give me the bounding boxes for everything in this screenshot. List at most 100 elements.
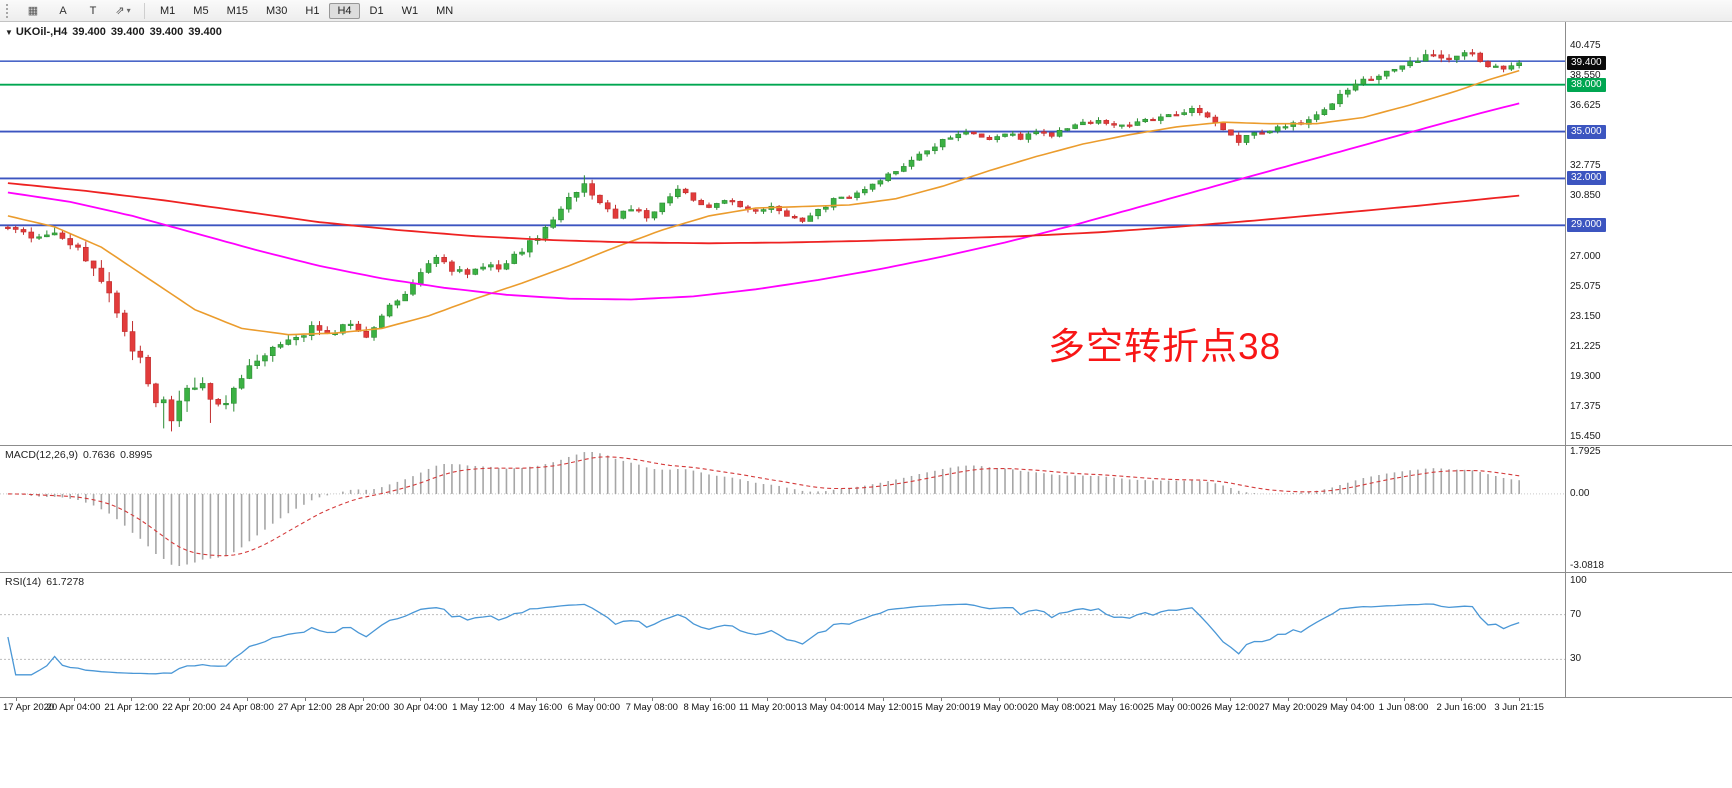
price-axis[interactable]: 40.47538.55036.62534.70032.77530.85028.9… <box>1565 22 1731 445</box>
candle-up <box>1134 121 1141 126</box>
candle-up <box>1352 83 1359 91</box>
panel-separator[interactable] <box>0 445 1732 446</box>
candle-up <box>402 293 408 302</box>
timeframe-m15-button[interactable]: M15 <box>226 4 248 17</box>
time-tick <box>1114 698 1116 701</box>
drawing-tools-button[interactable]: ⇗ ▾ <box>109 1 137 21</box>
price-tick-label: 15.450 <box>1570 431 1601 442</box>
candle-down <box>495 264 502 270</box>
candle-down <box>682 188 689 194</box>
timeframe-h4-button[interactable]: H4 <box>329 2 360 19</box>
macd-value-signal: 0.8995 <box>120 449 153 461</box>
candle-up <box>1415 60 1421 63</box>
candle-down <box>1368 78 1374 81</box>
macd-axis: 1.7925 0.00 -3.0818 <box>1565 446 1731 572</box>
timeframe-h1-button[interactable]: H1 <box>305 4 320 17</box>
macd-chart[interactable] <box>0 446 1565 572</box>
candle-up <box>425 263 432 273</box>
macd-title: MACD(12,26,9) <box>5 449 78 461</box>
time-label: 20 May 08:00 <box>1027 702 1086 713</box>
candle-down <box>5 226 11 229</box>
price-tick-label: 27.000 <box>1570 250 1601 262</box>
timeframe-w1-button[interactable]: W1 <box>401 4 419 17</box>
candle-down <box>698 200 705 206</box>
candle-down <box>114 292 120 314</box>
price-chart-panel[interactable]: ▼ UKOil-,H4 39.400 39.400 39.400 39.400 多空转折点… <box>0 22 1732 445</box>
time-tick <box>189 698 191 701</box>
time-label: 3 Jun 21:15 <box>1494 702 1544 713</box>
candle-up <box>1282 126 1289 129</box>
candle-down <box>441 257 447 263</box>
candle-up <box>620 210 627 219</box>
candle-down <box>1235 134 1242 143</box>
chevron-down-icon: ▾ <box>126 6 131 15</box>
candle-down <box>791 216 798 219</box>
candle-down <box>1111 123 1117 126</box>
candle-up <box>1376 75 1382 80</box>
macd-panel[interactable]: MACD(12,26,9) 0.7636 0.8995 1.7925 0.00 -3.0… <box>0 446 1732 572</box>
rsi-chart[interactable] <box>0 573 1565 697</box>
candle-down <box>59 232 66 239</box>
toolbar: ▦ A T ⇗ ▾ M1 M5 M15 M30 H1 H4 D1 W1 MN <box>0 0 1732 22</box>
price-tick-label: 36.625 <box>1570 100 1601 112</box>
ma-mid-magenta-line <box>7 102 1520 301</box>
rsi-scale-label: 100 <box>1570 575 1587 586</box>
candle-down <box>597 194 603 204</box>
candle-up <box>1165 114 1172 118</box>
chart-close: 39.400 <box>188 26 222 38</box>
timeframe-m30-button[interactable]: M30 <box>265 4 288 17</box>
candle-up <box>869 183 876 190</box>
time-axis[interactable]: 17 Apr 2020 20 Apr 04:00 21 Apr 12:00 22 Ap… <box>0 698 1732 715</box>
chart-open: 39.400 <box>72 26 106 38</box>
candle-up <box>1025 133 1032 140</box>
candle-up <box>246 365 253 379</box>
candle-down <box>67 238 74 246</box>
panel-separator[interactable] <box>0 572 1732 573</box>
toolbar-grip[interactable] <box>6 3 12 18</box>
time-label: 1 Jun 08:00 <box>1378 702 1429 713</box>
timeframe-m1-button[interactable]: M1 <box>160 4 176 17</box>
timeframe-m5-button[interactable]: M5 <box>193 4 209 17</box>
candle-down <box>316 325 323 331</box>
bottom-spacer <box>0 715 1732 788</box>
time-tick <box>15 698 17 701</box>
charts-bar-button[interactable]: ▦ <box>19 1 47 21</box>
candlestick-chart[interactable] <box>0 22 1565 445</box>
rsi-title: RSI(14) <box>5 576 42 588</box>
candle-up <box>830 198 837 208</box>
timeframe-d1-button[interactable]: D1 <box>369 4 384 17</box>
timeframe-mn-button[interactable]: MN <box>436 4 454 17</box>
candle-up <box>410 283 416 295</box>
price-tick-label: 30.850 <box>1570 190 1601 202</box>
candle-up <box>900 166 907 172</box>
candle-up <box>1383 70 1390 77</box>
candle-down <box>1150 118 1156 122</box>
candle-down <box>464 269 471 275</box>
candle-down <box>449 261 455 272</box>
time-tick <box>1172 698 1174 701</box>
text-tool-button[interactable]: T <box>79 1 107 21</box>
time-label: 26 May 12:00 <box>1201 702 1259 713</box>
toolbar-separator <box>144 2 145 19</box>
candle-up <box>1461 52 1468 57</box>
candle-up <box>713 203 720 208</box>
rsi-line <box>7 603 1520 676</box>
candle-up <box>488 264 494 268</box>
candle-up <box>558 208 564 221</box>
cursor-tool-button[interactable]: A <box>49 1 77 21</box>
rsi-scale-label: 30 <box>1570 653 1582 665</box>
time-tick <box>998 698 1000 701</box>
candle-down <box>1259 132 1265 135</box>
candle-up <box>628 209 634 212</box>
time-label: 29 May 04:00 <box>1316 702 1375 713</box>
candle-down <box>90 260 97 269</box>
candle-up <box>1267 130 1273 134</box>
time-label: 6 May 00:00 <box>567 702 621 713</box>
candle-up <box>347 323 354 326</box>
rsi-panel[interactable]: RSI(14) 61.7278 100 70 30 <box>0 573 1732 697</box>
time-label: 19 May 00:00 <box>969 702 1028 713</box>
candle-down <box>1048 132 1055 137</box>
candle-up <box>1516 62 1522 66</box>
candle-up <box>519 251 525 255</box>
time-tick <box>651 698 653 701</box>
